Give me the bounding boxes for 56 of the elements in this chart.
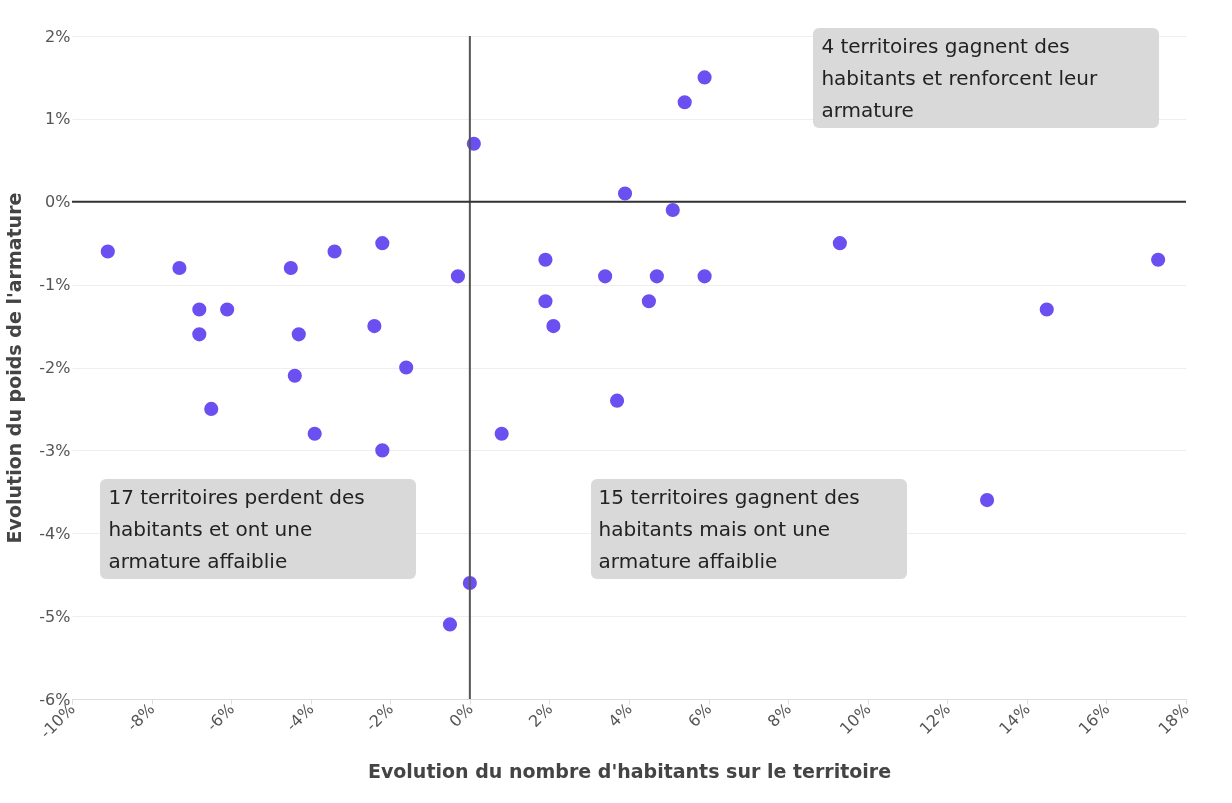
point [598, 269, 613, 284]
point [192, 302, 207, 317]
x-tick-label: 0% [445, 699, 477, 731]
callout-box: 15 territoires gagnent des habitants mais ont une armature affaiblie [590, 478, 907, 579]
point [538, 294, 553, 309]
point [399, 360, 414, 375]
point [665, 202, 680, 218]
point [494, 426, 509, 441]
x-tick-label: -2% [361, 699, 398, 735]
point [1039, 302, 1054, 317]
y-tick-label: -2% [39, 358, 71, 377]
y-tick-label: -5% [39, 606, 71, 626]
y-tick-label: -1% [39, 275, 71, 295]
point [832, 236, 847, 251]
x-tick-label: 6% [684, 699, 716, 731]
x-tick-label: -8% [122, 699, 159, 735]
point [375, 443, 390, 458]
y-tick-label: 0% [45, 192, 71, 212]
y-tick-label: 1% [45, 109, 71, 129]
point [1151, 252, 1166, 267]
point [450, 269, 465, 284]
point [617, 186, 633, 201]
point [287, 368, 302, 383]
point [204, 401, 219, 416]
callout-box: 4 territoires gagnent des habitants et renforcent leur armature [813, 27, 1160, 128]
x-axis-title: Evolution du nombre d'habitants sur le territoire [367, 760, 892, 783]
point [546, 319, 561, 334]
point [442, 617, 458, 632]
point [283, 260, 298, 276]
point [697, 269, 712, 284]
point [649, 269, 664, 284]
y-tick-label: -4% [39, 523, 71, 543]
point [307, 426, 322, 441]
x-tick-label: 8% [763, 699, 796, 731]
point [375, 236, 390, 251]
point [220, 302, 235, 317]
x-tick-label: -4% [282, 699, 318, 735]
point [327, 244, 342, 259]
x-tick-label: 2% [524, 699, 557, 731]
x-tick-label: -6% [202, 699, 239, 735]
x-tick-label: 4% [604, 699, 636, 731]
point [677, 95, 692, 110]
point [538, 252, 553, 267]
y-tick-label: -3% [39, 440, 71, 460]
point [609, 393, 625, 408]
point [980, 493, 995, 508]
point [100, 244, 115, 259]
point [172, 260, 187, 276]
point [641, 294, 656, 309]
y-tick-label: 2% [45, 26, 71, 46]
callout-box: 17 territoires perdent des habitants et ont une armature affaiblie [100, 478, 417, 579]
point [367, 319, 382, 334]
point [291, 327, 306, 342]
point [192, 327, 207, 342]
y-axis-title: Evolution du poids de l'armature [3, 192, 26, 544]
point [697, 70, 712, 85]
